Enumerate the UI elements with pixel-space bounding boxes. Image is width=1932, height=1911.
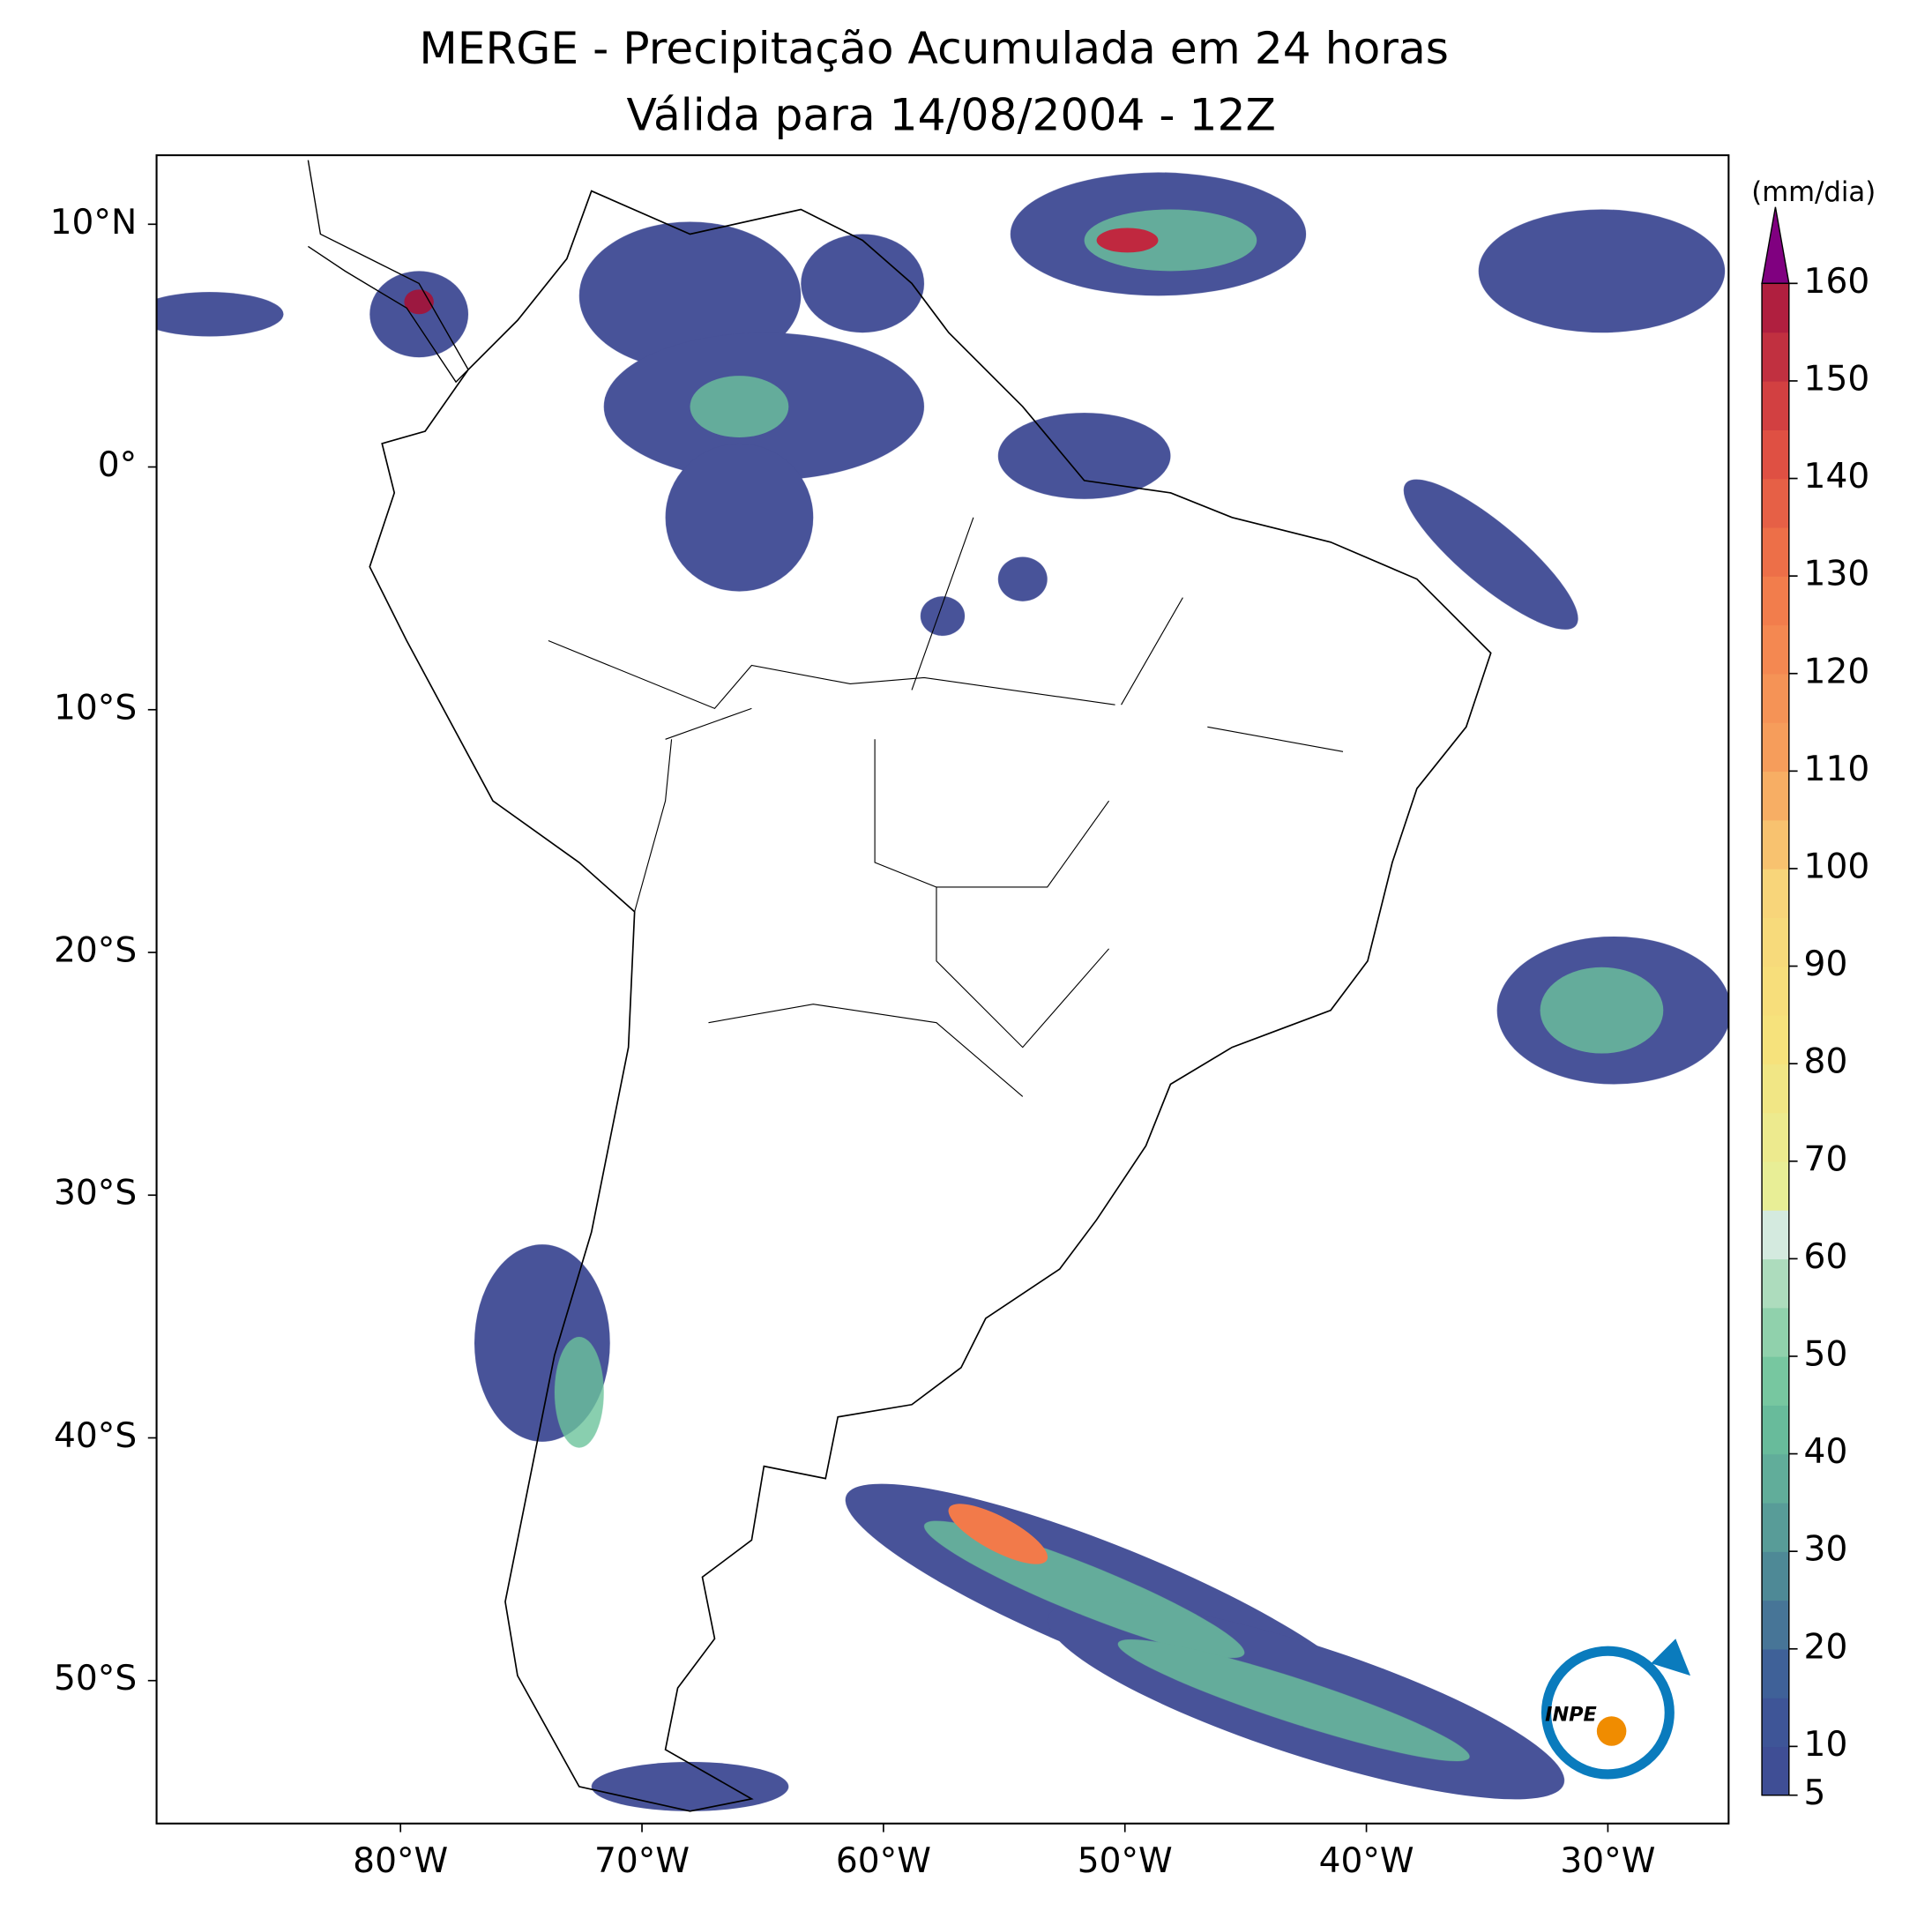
colorbar-band (1762, 1502, 1789, 1552)
colorbar-frame (1761, 282, 1790, 1796)
colorbar-band (1762, 917, 1789, 967)
colorbar-tick-label: 50 (1804, 1334, 1848, 1374)
title: MERGE - Precipitação Acumulada em 24 hor… (419, 22, 1449, 74)
colorbar-extension (1761, 206, 1790, 285)
colorbar-band (1762, 478, 1789, 528)
colorbar-tick-label: 130 (1804, 555, 1870, 594)
colorbar-band (1762, 283, 1789, 333)
colorbar-tick-label: 150 (1804, 359, 1870, 399)
x-tick-label: 40°W (1319, 1841, 1414, 1881)
colorbar-band (1762, 1064, 1789, 1114)
y-tick-label: 30°S (54, 1174, 137, 1213)
colorbar-band (1762, 1453, 1789, 1504)
colorbar-band (1762, 1258, 1789, 1309)
colorbar-band (1762, 576, 1789, 626)
y-tick-label: 20°S (54, 931, 137, 971)
colorbar-tick-label: 70 (1804, 1139, 1848, 1179)
logo-text: INPE (1545, 1703, 1597, 1726)
y-tick-label: 10°N (50, 203, 138, 243)
colorbar-band (1762, 1551, 1789, 1601)
colorbar-band (1762, 1648, 1789, 1698)
colorbar-band (1762, 380, 1789, 430)
colorbar-tick-label: 120 (1804, 652, 1870, 691)
colorbar-band (1762, 1698, 1789, 1748)
colorbar-band (1762, 771, 1789, 821)
precip-high (404, 228, 1159, 1564)
colorbar-tick-label: 60 (1804, 1237, 1848, 1277)
coastline (369, 190, 1492, 1812)
map-frame (155, 153, 1730, 1825)
colorbar-band (1762, 1210, 1789, 1260)
colorbar-band (1762, 722, 1789, 773)
colorbar-band (1762, 1014, 1789, 1064)
colorbar-band (1762, 1405, 1789, 1455)
colorbar-band (1762, 819, 1789, 870)
colorbar-band (1762, 429, 1789, 480)
colorbar-tick-label: 90 (1804, 944, 1848, 984)
colorbar-band (1762, 526, 1789, 577)
borders (548, 517, 1344, 1097)
colorbar-band (1762, 868, 1789, 918)
colorbar-tick-label: 5 (1804, 1773, 1826, 1813)
x-tick-label: 50°W (1078, 1841, 1173, 1881)
colorbar-tick-label: 160 (1804, 262, 1870, 302)
subtitle: Válida para 14/08/2004 - 12Z (626, 89, 1276, 141)
y-tick-label: 50°S (54, 1659, 137, 1698)
colorbar-tick-label: 100 (1804, 847, 1870, 886)
colorbar-tick-label: 20 (1804, 1627, 1848, 1667)
colorbar-tick-label: 10 (1804, 1725, 1848, 1765)
colorbar-band (1762, 1600, 1789, 1650)
colorbar-tick-label: 40 (1804, 1432, 1848, 1472)
colorbar-band (1762, 1355, 1789, 1406)
y-tick-label: 0° (98, 445, 137, 485)
central-america (307, 160, 469, 384)
colorbar-band (1762, 1161, 1789, 1211)
colorbar-band (1762, 966, 1789, 1016)
logo: INPE (1540, 1639, 1691, 1780)
y-tick-label: 40°S (54, 1416, 137, 1456)
x-tick-label: 30°W (1560, 1841, 1655, 1881)
colorbar-tick-label: 140 (1804, 457, 1870, 496)
colorbar-label: (mm/dia) (1751, 176, 1876, 208)
x-tick-label: 80°W (353, 1841, 448, 1881)
colorbar-tick-label: 80 (1804, 1042, 1848, 1082)
colorbar-band (1762, 673, 1789, 723)
colorbar-band (1762, 332, 1789, 382)
colorbar-band (1762, 1746, 1789, 1796)
colorbar-tick-label: 110 (1804, 750, 1870, 789)
colorbar-band (1762, 1112, 1789, 1162)
colorbar-tick-label: 30 (1804, 1530, 1848, 1570)
y-tick-label: 10°S (54, 688, 137, 728)
x-tick-label: 60°W (836, 1841, 931, 1881)
colorbar-band (1762, 624, 1789, 675)
colorbar-band (1762, 1307, 1789, 1357)
x-tick-label: 70°W (594, 1841, 690, 1881)
map-area (156, 155, 1729, 1824)
